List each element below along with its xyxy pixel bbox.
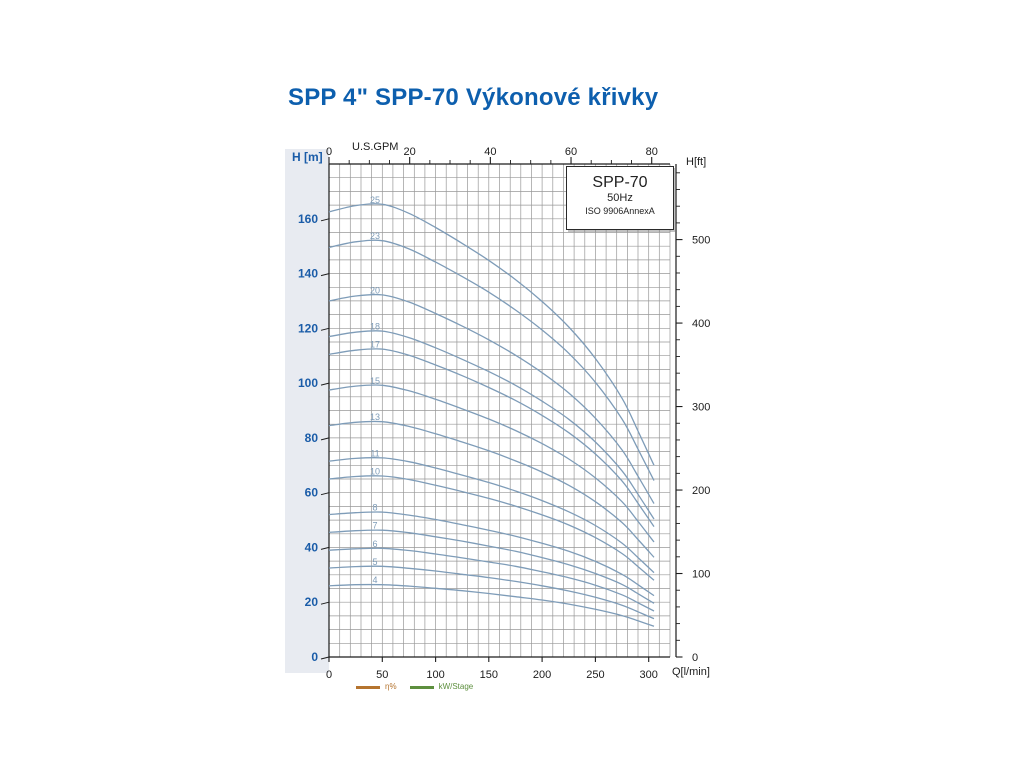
curve-label-8: 8: [372, 503, 377, 513]
svg-text:80: 80: [305, 431, 319, 445]
svg-text:200: 200: [692, 485, 710, 497]
svg-text:160: 160: [298, 212, 318, 226]
pump-curve-labels: 4 5 6 7 8 10 11 13 15 17 18 20 23 25: [370, 195, 380, 585]
tick-labels: 0 20 40 60 800 50 100 150 200 250 3000204060801001…: [298, 146, 710, 681]
svg-text:500: 500: [692, 235, 710, 247]
curve-label-18: 18: [370, 322, 380, 332]
grid-lines: [328, 163, 671, 658]
svg-text:120: 120: [298, 321, 318, 335]
svg-text:50: 50: [376, 669, 388, 681]
pump-curve-5-stages: [328, 565, 655, 620]
pump-performance-chart: 0 20 40 60 800 50 100 150 200 250 3000204060801001…: [298, 146, 710, 681]
efficiency-legend-label: η%: [385, 682, 397, 691]
curve-label-7: 7: [372, 521, 377, 531]
svg-text:200: 200: [533, 669, 551, 681]
efficiency-line-swatch: [356, 685, 380, 689]
pump-curve-18-stages: [328, 330, 655, 520]
curve-label-20: 20: [370, 285, 380, 295]
series-legend: η% kW/Stage: [356, 683, 473, 691]
svg-text:100: 100: [692, 569, 710, 581]
pump-curve-20-stages: [328, 293, 655, 504]
axis-ticks: [320, 157, 683, 662]
svg-text:80: 80: [646, 146, 658, 158]
legend-standard: ISO 9906AnnexA: [585, 206, 655, 216]
axis-lines: [328, 163, 677, 658]
pump-curve-11-stages: [328, 456, 655, 574]
legend-frequency: 50Hz: [607, 192, 633, 204]
pump-curves: [328, 203, 655, 627]
svg-text:0: 0: [692, 652, 698, 664]
svg-text:0: 0: [326, 669, 332, 681]
chart-legend-box: SPP-70 50Hz ISO 9906AnnexA: [566, 166, 674, 230]
svg-text:100: 100: [298, 376, 318, 390]
y-axis-right-label: H[ft]: [686, 156, 707, 168]
pump-curve-10-stages: [328, 475, 655, 581]
page-title: SPP 4" SPP-70 Výkonové křivky: [288, 84, 659, 111]
curve-label-23: 23: [370, 231, 380, 241]
svg-text:60: 60: [565, 146, 577, 158]
svg-text:0: 0: [311, 650, 318, 664]
legend-model-name: SPP-70: [592, 174, 648, 191]
svg-text:300: 300: [692, 402, 710, 414]
pump-curve-17-stages: [328, 348, 655, 527]
left-axis-band: [285, 149, 329, 673]
curve-label-5: 5: [372, 557, 377, 567]
svg-text:250: 250: [586, 669, 604, 681]
svg-text:20: 20: [305, 595, 319, 609]
svg-text:140: 140: [298, 267, 318, 281]
pump-curve-15-stages: [328, 384, 655, 543]
y-axis-left-label: H [m]: [292, 150, 323, 164]
curve-label-13: 13: [370, 412, 380, 422]
curve-label-4: 4: [372, 575, 377, 585]
curve-label-15: 15: [370, 376, 380, 386]
svg-text:40: 40: [305, 540, 319, 554]
x-axis-top-label: U.S.GPM: [352, 141, 399, 153]
svg-text:20: 20: [404, 146, 416, 158]
svg-text:300: 300: [640, 669, 658, 681]
svg-text:400: 400: [692, 318, 710, 330]
curve-label-11: 11: [370, 448, 379, 458]
pump-curve-13-stages: [328, 420, 655, 558]
x-axis-bottom-label: Q[l/min]: [672, 666, 710, 678]
pump-curve-7-stages: [328, 529, 655, 604]
svg-text:150: 150: [480, 669, 498, 681]
pump-curve-6-stages: [328, 547, 655, 612]
pump-curve-4-stages: [328, 583, 655, 627]
curve-label-25: 25: [370, 195, 380, 205]
svg-text:100: 100: [426, 669, 444, 681]
power-line-swatch: [409, 685, 434, 689]
curve-label-10: 10: [370, 467, 380, 477]
curve-label-17: 17: [370, 340, 380, 350]
curve-label-6: 6: [372, 539, 377, 549]
power-legend-label: kW/Stage: [438, 682, 474, 691]
pump-curve-23-stages: [328, 239, 655, 481]
svg-text:40: 40: [484, 146, 496, 158]
pump-curve-25-stages: [328, 203, 655, 466]
svg-text:0: 0: [326, 146, 332, 158]
pump-curve-8-stages: [328, 511, 655, 597]
svg-text:60: 60: [305, 486, 319, 500]
